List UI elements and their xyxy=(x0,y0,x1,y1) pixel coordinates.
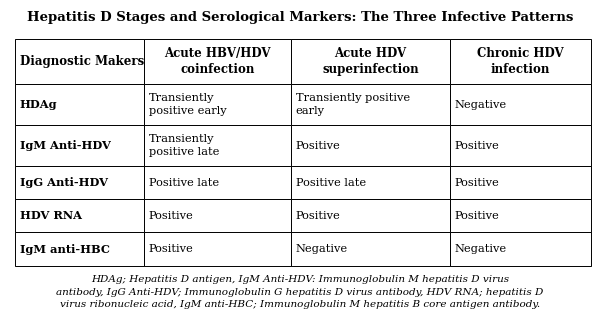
Bar xyxy=(15,84,144,125)
Text: Positive: Positive xyxy=(149,244,194,254)
Bar xyxy=(144,39,291,84)
Text: Positive: Positive xyxy=(455,141,500,151)
Bar xyxy=(450,84,591,125)
Text: HDV RNA: HDV RNA xyxy=(20,210,82,221)
Text: antibody, IgG Anti-HDV; Immunoglobulin G hepatitis D virus antibody, HDV RNA; he: antibody, IgG Anti-HDV; Immunoglobulin G… xyxy=(56,288,544,297)
Text: Positive: Positive xyxy=(455,211,500,221)
Text: Positive: Positive xyxy=(455,178,500,188)
Bar xyxy=(291,84,450,125)
Text: Negative: Negative xyxy=(296,244,348,254)
Text: Positive: Positive xyxy=(149,211,194,221)
Bar xyxy=(450,232,591,266)
Text: Acute HBV/HDV
coinfection: Acute HBV/HDV coinfection xyxy=(164,47,271,76)
Bar xyxy=(144,166,291,199)
Bar xyxy=(144,125,291,166)
Text: Acute HDV
superinfection: Acute HDV superinfection xyxy=(322,47,419,76)
Text: virus ribonucleic acid, IgM anti-HBC; Immunoglobulin M hepatitis B core antigen : virus ribonucleic acid, IgM anti-HBC; Im… xyxy=(60,300,540,309)
Text: Transiently
positive early: Transiently positive early xyxy=(149,93,226,116)
Text: Positive: Positive xyxy=(296,211,341,221)
Text: Transiently positive
early: Transiently positive early xyxy=(296,93,410,116)
Bar xyxy=(450,39,591,84)
Text: Hepatitis D Stages and Serological Markers: The Three Infective Patterns: Hepatitis D Stages and Serological Marke… xyxy=(27,11,573,24)
Bar xyxy=(450,125,591,166)
Text: Positive late: Positive late xyxy=(296,178,366,188)
Text: Positive: Positive xyxy=(296,141,341,151)
Bar xyxy=(291,166,450,199)
Text: Negative: Negative xyxy=(455,244,507,254)
Text: Transiently
positive late: Transiently positive late xyxy=(149,134,219,157)
Bar xyxy=(15,199,144,232)
Text: Chronic HDV
infection: Chronic HDV infection xyxy=(477,47,564,76)
Bar xyxy=(450,199,591,232)
Bar xyxy=(291,199,450,232)
Text: HDAg; Hepatitis D antigen, IgM Anti-HDV: Immunoglobulin M hepatitis D virus: HDAg; Hepatitis D antigen, IgM Anti-HDV:… xyxy=(91,275,509,285)
Text: Diagnostic Makers: Diagnostic Makers xyxy=(20,55,144,68)
Text: IgM anti-HBC: IgM anti-HBC xyxy=(20,244,110,255)
Text: IgM Anti-HDV: IgM Anti-HDV xyxy=(20,140,110,151)
Bar xyxy=(144,84,291,125)
Text: Negative: Negative xyxy=(455,99,507,110)
Bar xyxy=(291,39,450,84)
Text: IgG Anti-HDV: IgG Anti-HDV xyxy=(20,177,108,188)
Bar xyxy=(15,232,144,266)
Text: Positive late: Positive late xyxy=(149,178,219,188)
Bar xyxy=(450,166,591,199)
Bar xyxy=(144,232,291,266)
Bar xyxy=(291,125,450,166)
Bar xyxy=(15,166,144,199)
Bar xyxy=(15,39,144,84)
Bar xyxy=(291,232,450,266)
Bar xyxy=(144,199,291,232)
Text: HDAg: HDAg xyxy=(20,99,58,110)
Bar xyxy=(15,125,144,166)
